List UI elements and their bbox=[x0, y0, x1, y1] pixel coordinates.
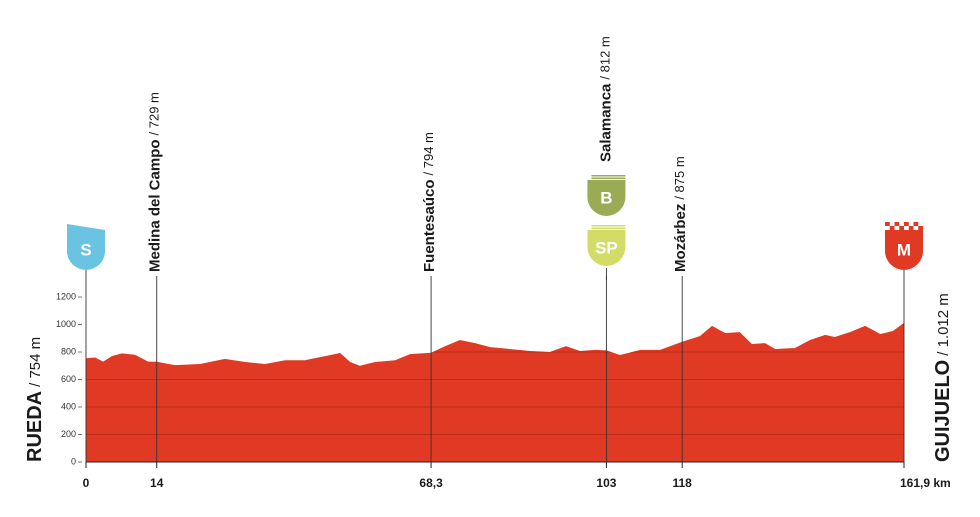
icon-checker bbox=[889, 226, 895, 230]
x-tick-label: 161,9 km bbox=[900, 476, 951, 490]
label-name: RUEDA bbox=[24, 391, 46, 462]
label-name: Salamanca bbox=[597, 83, 614, 162]
y-tick-label: 800 bbox=[61, 346, 76, 356]
icon-flag bbox=[67, 224, 105, 234]
label-elevation: / 875 m bbox=[673, 156, 688, 199]
label-elevation: / 1.012 m bbox=[935, 293, 952, 356]
label-elevation: / 729 m bbox=[147, 92, 162, 135]
icon-badge bbox=[587, 230, 626, 266]
icon-label: M bbox=[897, 240, 911, 259]
icon-checker bbox=[918, 226, 923, 230]
start-label: RUEDA / 754 m bbox=[24, 337, 46, 462]
icon-label: B bbox=[600, 188, 612, 207]
y-tick-label: 600 bbox=[61, 374, 76, 384]
waypoint-label: Medina del Campo / 729 m bbox=[147, 92, 164, 272]
label-elevation: / 754 m bbox=[27, 337, 44, 387]
icon-stack bbox=[591, 175, 626, 177]
icon-label: S bbox=[80, 240, 91, 259]
x-tick-label: 103 bbox=[596, 476, 616, 490]
icon-label: SP bbox=[595, 238, 618, 257]
y-tick-label: 1200 bbox=[56, 291, 76, 301]
icon-stack bbox=[591, 225, 626, 227]
x-tick-label: 14 bbox=[150, 476, 164, 490]
elevation-area bbox=[86, 322, 904, 462]
label-name: Fuentesaúco bbox=[421, 179, 438, 272]
icon-badge bbox=[67, 230, 105, 270]
label-name: Mozárbez bbox=[672, 204, 689, 272]
icon-stack bbox=[591, 227, 626, 229]
x-tick-label: 68,3 bbox=[419, 476, 443, 490]
waypoint-label: Salamanca / 812 m bbox=[597, 36, 614, 162]
icon-checker bbox=[913, 222, 919, 226]
icon-checker bbox=[885, 222, 890, 226]
icon-stack bbox=[591, 177, 626, 179]
y-tick-label: 1000 bbox=[56, 319, 76, 329]
x-tick-label: 0 bbox=[83, 476, 90, 490]
label-name: GUIJUELO bbox=[932, 360, 954, 462]
icon-badge bbox=[885, 230, 923, 270]
waypoint-label: Fuentesaúco / 794 m bbox=[421, 132, 438, 272]
icon-checker bbox=[908, 226, 914, 230]
finish-label: GUIJUELO / 1.012 m bbox=[932, 293, 954, 462]
label-name: Medina del Campo bbox=[147, 139, 164, 272]
waypoint-label: Mozárbez / 875 m bbox=[672, 156, 689, 272]
icon-badge bbox=[587, 180, 626, 216]
y-tick-label: 0 bbox=[71, 456, 76, 466]
icon-checker bbox=[899, 226, 904, 230]
icon-checker bbox=[894, 222, 900, 226]
x-tick-label: 118 bbox=[673, 476, 693, 490]
label-elevation: / 812 m bbox=[598, 36, 613, 79]
y-tick-label: 400 bbox=[61, 401, 76, 411]
y-tick-label: 200 bbox=[61, 429, 76, 439]
icon-checker bbox=[904, 222, 909, 226]
label-elevation: / 794 m bbox=[422, 132, 437, 175]
